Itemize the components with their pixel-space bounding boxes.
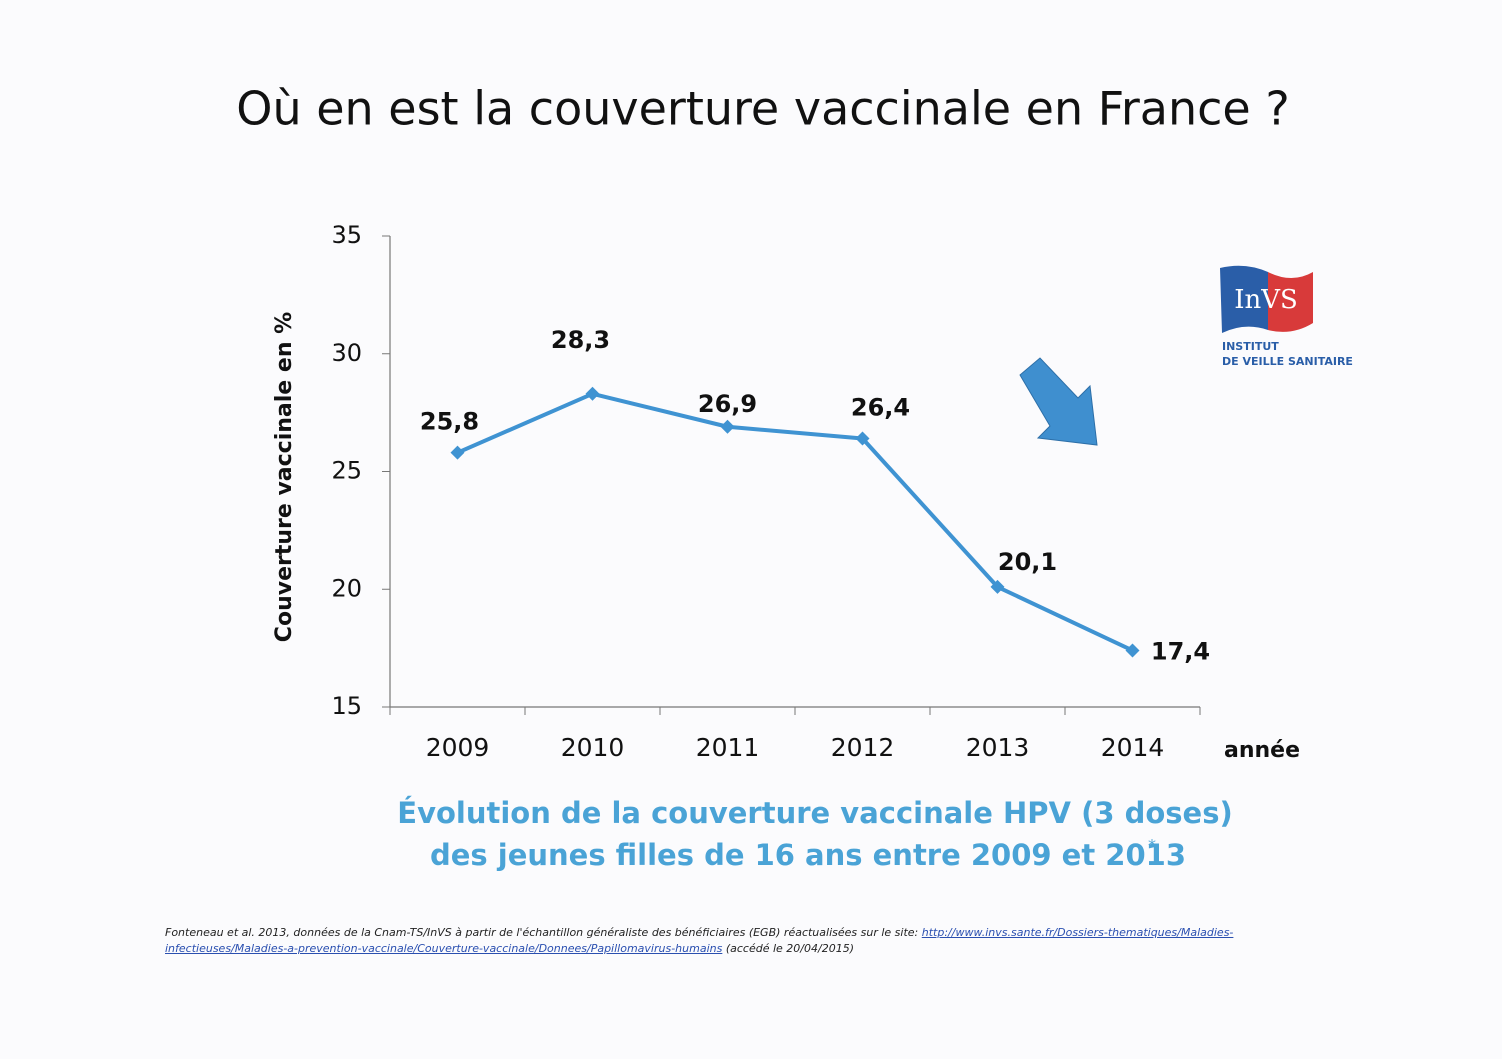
data-label: 20,1 xyxy=(998,548,1057,576)
subtitle-line: Évolution de la couverture vaccinale HPV… xyxy=(397,796,1232,830)
subtitle-line: des jeunes filles de 16 ans entre 2009 e… xyxy=(430,838,1186,872)
y-axis-label: Couverture vaccinale en % xyxy=(272,312,297,642)
logo-text: DE VEILLE SANITAIRE xyxy=(1222,355,1353,368)
data-label: 26,9 xyxy=(698,390,757,418)
x-axis-label: année xyxy=(1224,738,1300,763)
footnote: Fonteneau et al. 2013, données de la Cna… xyxy=(165,925,1290,957)
logo-name: InVS xyxy=(1234,285,1298,315)
data-label: 28,3 xyxy=(551,326,610,354)
x-tick-label: 2009 xyxy=(426,733,490,762)
data-point xyxy=(1125,643,1140,658)
data-point xyxy=(990,579,1005,594)
footnote-link[interactable]: http://www.invs.sante.fr/Dossiers-themat… xyxy=(165,926,1234,955)
data-label: 26,4 xyxy=(851,394,910,422)
data-label: 25,8 xyxy=(420,408,479,436)
y-tick-label: 30 xyxy=(331,339,362,367)
data-point xyxy=(450,445,465,460)
x-tick-label: 2012 xyxy=(831,733,895,762)
logo-flag-red xyxy=(1268,272,1313,332)
data-label: 17,4 xyxy=(1151,637,1210,665)
x-tick-label: 2014 xyxy=(1101,733,1165,762)
logo: InVS INSTITUT DE VEILLE SANITAIRE xyxy=(1220,265,1353,368)
data-point xyxy=(855,431,870,446)
subtitle-note: * xyxy=(1148,836,1156,855)
chart-title: Où en est la couverture vaccinale en Fra… xyxy=(236,82,1290,136)
x-tick-label: 2010 xyxy=(561,733,625,762)
data-point xyxy=(720,419,735,434)
y-tick-label: 15 xyxy=(331,692,362,720)
trend-arrow xyxy=(1019,357,1098,446)
x-tick-label: 2011 xyxy=(696,733,760,762)
data-point xyxy=(585,386,600,401)
x-tick-label: 2013 xyxy=(966,733,1030,762)
y-tick-label: 35 xyxy=(331,221,362,249)
y-tick-label: 20 xyxy=(331,574,362,602)
footnote-accessed: (accédé le 20/04/2015) xyxy=(722,942,854,955)
footnote-text: Fonteneau et al. 2013, données de la Cna… xyxy=(165,926,922,939)
y-tick-label: 25 xyxy=(331,457,362,485)
logo-text: INSTITUT xyxy=(1222,340,1279,353)
logo-flag-blue xyxy=(1220,265,1268,333)
data-line xyxy=(456,391,1134,653)
